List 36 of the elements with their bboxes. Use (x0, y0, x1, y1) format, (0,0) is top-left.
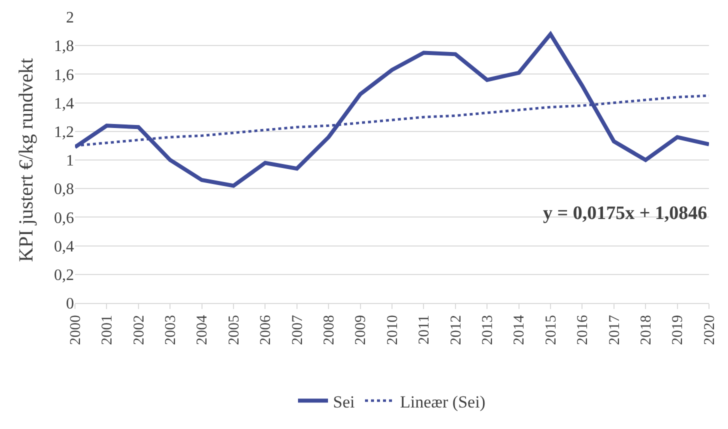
x-tick-label: 2006 (258, 314, 274, 345)
y-tick-label: 0,2 (54, 267, 74, 284)
y-axis-title: KPI justert €/kg rundvekt (16, 58, 38, 262)
y-tick-label: 1 (66, 152, 74, 170)
y-tick-label: 1,6 (54, 66, 74, 84)
y-tick-label: 0,6 (54, 210, 74, 227)
x-tick-label: 2016 (575, 314, 592, 345)
x-tick-label: 2004 (194, 314, 211, 345)
x-tick-label: 2001 (100, 315, 116, 345)
x-tick-label: 2018 (638, 315, 654, 345)
x-tick-label: 2003 (162, 315, 179, 345)
y-tick-label: 2 (66, 10, 74, 27)
x-tick-label: 2013 (480, 315, 496, 345)
y-tick-label: 1,8 (54, 38, 74, 56)
x-tick-label: 2015 (543, 315, 560, 345)
legend-label: Sei (333, 392, 355, 412)
x-tick-label: 2011 (416, 315, 433, 344)
x-tick-label: 2010 (384, 315, 401, 345)
x-tick-label: 2014 (512, 314, 528, 345)
x-tick-label: 2019 (670, 315, 686, 345)
x-tick-label: 2000 (68, 315, 84, 345)
x-tick-label: 2008 (321, 315, 338, 345)
x-tick-label: 2009 (353, 315, 370, 345)
x-tick-label: 2017 (606, 314, 623, 345)
y-tick-label: 1,2 (54, 124, 74, 141)
y-tick-label: 1,4 (54, 95, 74, 112)
x-tick-label: 2005 (226, 315, 242, 345)
x-tick-label: 2002 (131, 315, 148, 345)
x-tick-label: 2007 (290, 314, 306, 345)
y-tick-label: 0,4 (54, 238, 74, 256)
annotation: y = 0,0175x + 1,0846 (543, 203, 708, 224)
y-tick-label: 0 (66, 296, 74, 313)
y-tick-label: 0,8 (54, 181, 74, 198)
x-tick-label: 2012 (448, 315, 464, 345)
x-tick-label: 2020 (702, 315, 718, 345)
legend-label: Lineær (Sei) (400, 392, 486, 412)
